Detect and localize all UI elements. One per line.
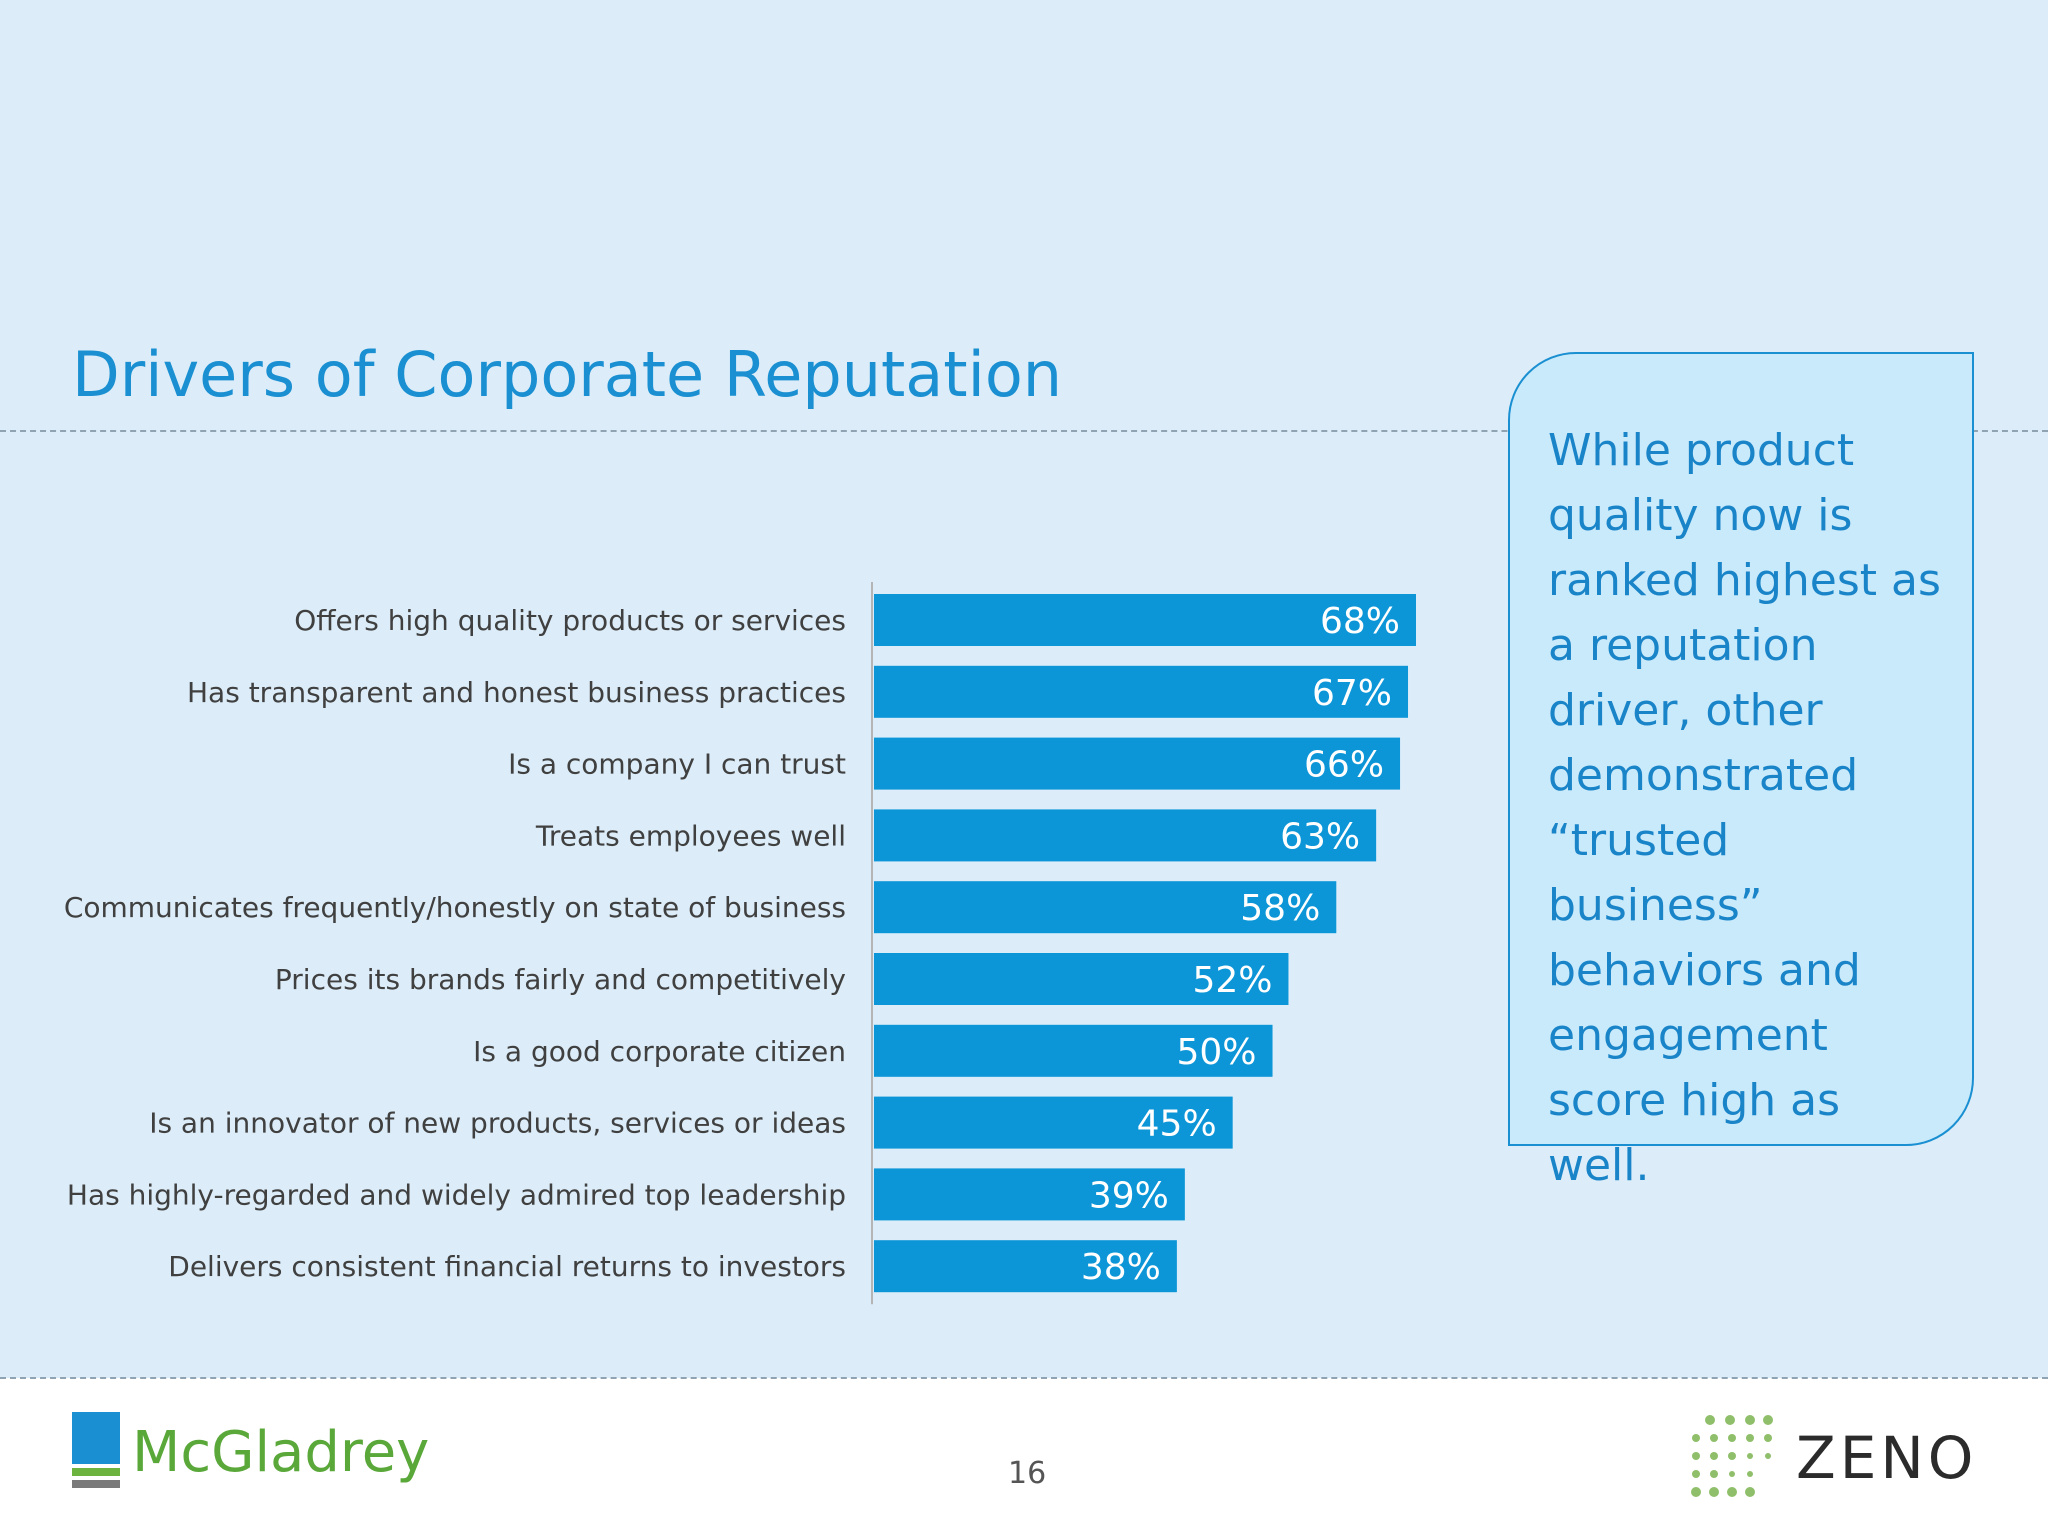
callout-box: While product quality now is ranked high… (1508, 352, 1974, 1191)
footer-divider (0, 1377, 2048, 1379)
mcgladrey-logo-text: McGladrey (132, 1420, 430, 1485)
bar (874, 1096, 1233, 1149)
category-label: Has highly-regarded and widely admired t… (67, 1178, 846, 1211)
data-label: 45% (1137, 1104, 1217, 1145)
data-label: 38% (1081, 1247, 1161, 1288)
bar-chart: Offers high quality products or services… (64, 582, 1416, 1305)
category-label: Is an innovator of new products, service… (149, 1107, 846, 1140)
data-label: 50% (1177, 1032, 1257, 1073)
data-label: 66% (1304, 745, 1384, 786)
data-label: 58% (1240, 888, 1320, 929)
bar (874, 1024, 1273, 1077)
data-label: 63% (1280, 816, 1360, 857)
bar (874, 1168, 1185, 1221)
data-label: 39% (1089, 1175, 1169, 1216)
mcgladrey-logo-mark (72, 1412, 120, 1488)
title-divider (0, 430, 2048, 432)
chart-value-labels: 68% 67% 66% 63% 58% 52% 50% 45% 39% 38% (1081, 601, 1400, 1288)
zeno-dots-icon (1691, 1415, 1773, 1497)
bar (874, 881, 1337, 934)
chart-bars (874, 594, 1416, 1293)
bar (874, 594, 1416, 646)
category-label: Is a company I can trust (508, 748, 846, 781)
page-number: 16 (1008, 1456, 1047, 1491)
data-label: 52% (1192, 960, 1272, 1001)
zeno-logo-text: ZENO (1796, 1424, 1978, 1492)
category-label: Prices its brands fairly and competitive… (275, 963, 846, 996)
bar (874, 1240, 1177, 1293)
callout-text: While product quality now is ranked high… (1548, 425, 1941, 1191)
category-label: Communicates frequently/honestly on stat… (64, 891, 846, 924)
category-label: Has transparent and honest business prac… (187, 676, 846, 709)
category-label: Delivers consistent financial returns to… (168, 1250, 846, 1283)
data-label: 68% (1320, 601, 1400, 642)
category-label: Is a good corporate citizen (473, 1035, 846, 1068)
category-label: Treats employees well (535, 819, 846, 852)
bar (874, 737, 1401, 790)
data-label: 67% (1312, 673, 1392, 714)
chart-category-labels: Offers high quality products or services… (64, 604, 846, 1283)
page-title: Drivers of Corporate Reputation (72, 338, 1063, 411)
bar (874, 809, 1377, 862)
bar (874, 665, 1409, 718)
category-label: Offers high quality products or services (294, 604, 846, 637)
footer (0, 1379, 2048, 1536)
bar (874, 953, 1289, 1005)
